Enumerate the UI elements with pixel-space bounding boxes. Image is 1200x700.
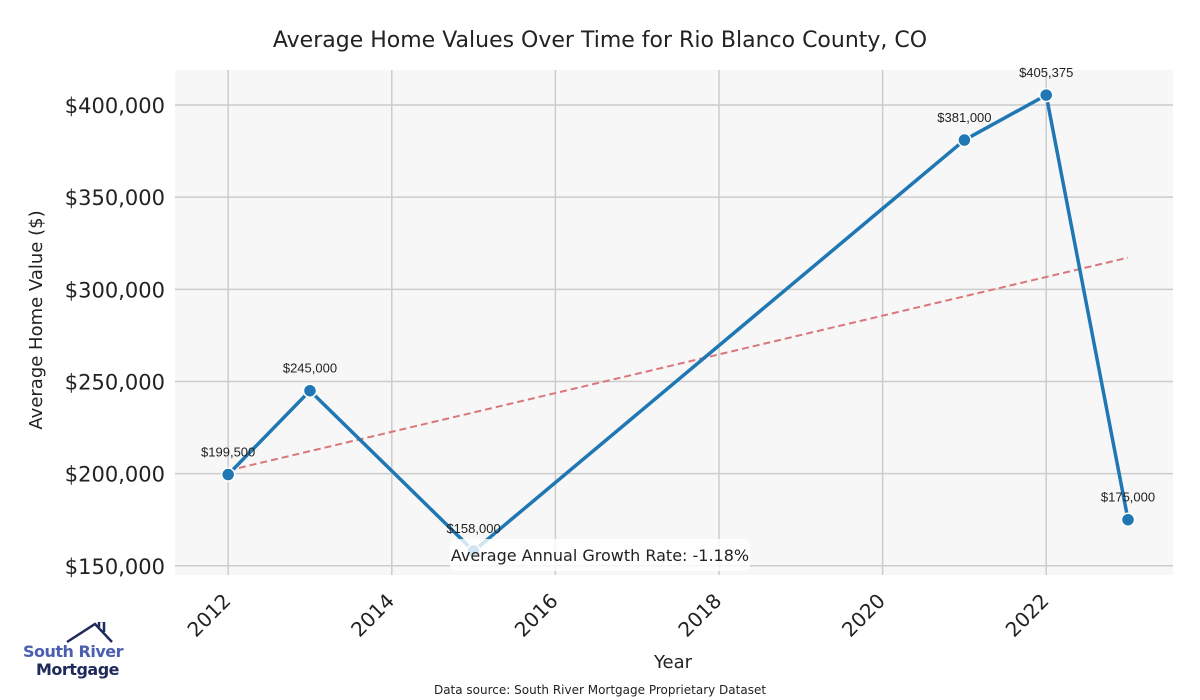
trend-line bbox=[227, 256, 1129, 472]
series-line bbox=[226, 93, 1130, 553]
data-label: $158,000 bbox=[446, 521, 500, 536]
data-source-footer: Data source: South River Mortgage Propri… bbox=[434, 683, 766, 697]
data-label: $175,000 bbox=[1101, 490, 1155, 505]
x-tick-label: 2014 bbox=[346, 589, 399, 642]
x-axis-label: Year bbox=[653, 652, 693, 673]
y-tick-label: $400,000 bbox=[65, 94, 165, 118]
south-river-mortgage-logo: South River Mortgage bbox=[20, 622, 124, 682]
y-tick-label: $300,000 bbox=[65, 278, 165, 302]
data-point bbox=[957, 132, 972, 148]
data-label: $199,500 bbox=[201, 445, 255, 460]
house-roof-icon bbox=[66, 622, 113, 644]
data-point bbox=[302, 383, 318, 398]
data-label: $245,000 bbox=[283, 361, 337, 376]
y-axis-label: Average Home Value ($) bbox=[26, 210, 47, 429]
logo-text-line1: South River bbox=[23, 642, 124, 661]
y-tick-label: $250,000 bbox=[65, 370, 165, 394]
y-tick-label: $350,000 bbox=[65, 186, 165, 210]
growth-rate-annotation: Average Annual Growth Rate: -1.18% bbox=[451, 546, 749, 565]
y-tick-label: $150,000 bbox=[65, 555, 165, 579]
data-point bbox=[220, 467, 236, 482]
y-tick-label: $200,000 bbox=[65, 463, 165, 487]
annotation-box bbox=[450, 539, 750, 571]
x-tick-label: 2022 bbox=[1001, 589, 1054, 642]
chart-title: Average Home Values Over Time for Rio Bl… bbox=[273, 28, 927, 53]
data-label: $381,000 bbox=[937, 110, 991, 125]
logo-text-line2: Mortgage bbox=[36, 660, 120, 679]
data-point bbox=[1038, 87, 1054, 103]
x-tick-label: 2020 bbox=[837, 589, 890, 642]
data-point bbox=[1120, 512, 1136, 527]
plot-area bbox=[175, 70, 1173, 575]
data-label: $405,375 bbox=[1019, 65, 1073, 80]
x-tick-label: 2012 bbox=[182, 589, 235, 642]
x-tick-label: 2018 bbox=[673, 589, 726, 642]
x-tick-label: 2016 bbox=[510, 589, 563, 642]
